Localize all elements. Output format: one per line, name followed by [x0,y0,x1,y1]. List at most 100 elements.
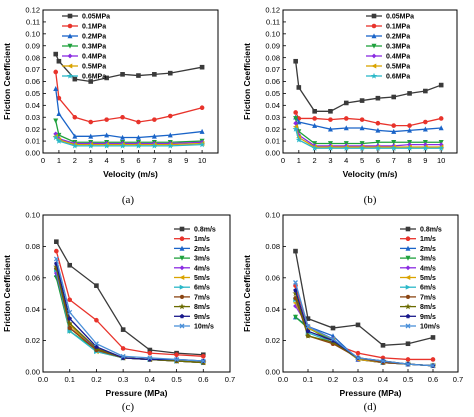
series-0.1MPa [53,69,205,125]
data-point [199,105,205,111]
legend-marker [371,53,377,59]
data-point [67,316,72,321]
series-line [295,116,442,133]
legend-item: 1m/s [400,236,436,243]
x-tick-label: 0.2 [328,375,338,384]
x-tick-label: 0 [281,156,285,165]
data-point [358,144,366,151]
legend-item: 9m/s [400,314,436,321]
y-axis-title: Friction Ceefficient [242,43,252,120]
x-tick-label: 0.4 [145,375,155,384]
data-point [152,117,157,122]
data-point [88,79,94,84]
series-line [295,118,442,145]
legend-marker [179,294,185,299]
legend-marker [67,53,73,59]
data-point [72,76,78,82]
data-point [391,128,397,134]
series-0.1MPa [293,110,444,128]
data-point [375,95,381,101]
x-tick-label: 0.4 [378,375,388,384]
data-point [120,327,126,332]
x-axis-title: Velocity (m/s) [343,169,398,179]
data-point [200,358,206,364]
data-point [295,136,302,143]
data-point [312,116,317,121]
legend-label: 7m/s [194,294,210,301]
y-axis-title: Friction Ceefficient [2,43,12,120]
data-point [55,137,63,144]
data-point [93,341,99,347]
data-point [355,355,361,361]
series-line [55,135,203,146]
legend-marker [405,313,411,319]
x-tick-label: 0.7 [453,375,463,384]
data-point [120,114,125,120]
y-tick-label: 0.02 [25,336,40,345]
legend-item: 0.2MPa [366,33,410,41]
series-line [55,88,203,139]
x-tick-label: 0.1 [64,375,74,384]
data-point [152,72,157,77]
series-10m/s [53,256,206,364]
legend-label: 4m/s [420,265,436,272]
x-axis-title: Pressure (MPa) [340,388,402,398]
legend-item: 6m/s [400,285,436,292]
legend-label: 0.8m/s [420,227,442,234]
legend-item: 2m/s [400,245,436,253]
x-tick-label: 10 [437,156,445,165]
data-point [430,357,436,362]
legend-label: 0.5MPa [386,64,410,71]
legend-item: 0.4MPa [62,54,106,61]
y-tick-label: 0.10 [25,211,40,220]
y-axis-title: Friction Ceefficient [2,255,12,332]
legend-item: 0.6MPa [62,72,106,81]
legend-label: 0.5MPa [82,64,106,71]
x-tick-label: 0.2 [91,375,101,384]
y-tick-label: 0.02 [265,125,280,134]
data-point [328,117,333,122]
legend-item: 0.1MPa [366,24,410,31]
x-tick-label: 0.3 [118,375,128,384]
data-point [375,139,381,145]
y-tick-label: 0.11 [266,18,280,27]
x-tick-label: 8 [168,156,172,165]
chart-panel-a: 0 1 2 3 4 5 6 7 8 9 10 0.00 0.01 0.02 0.03 0.04 0.05 0.06… [2,6,219,206]
data-point [405,357,411,362]
x-axis-title: Pressure (MPa) [106,388,168,398]
y-tick-label: 0.08 [25,242,40,251]
panel-caption: (a) [122,194,135,206]
x-tick-label: 3 [89,156,93,165]
y-tick-label: 0.10 [25,29,40,38]
data-point [120,72,125,77]
series-line [55,137,203,147]
x-tick-label: 5 [120,156,124,165]
data-point [53,85,59,91]
data-point [53,51,59,57]
data-point [53,69,59,75]
series-line [55,120,203,143]
series-line [55,53,203,83]
y-tick-label: 0.05 [25,89,40,98]
legend-marker [405,323,411,329]
data-point [293,110,298,115]
data-point [328,108,333,114]
data-point [292,290,299,297]
legend-item: 0.3MPa [366,44,410,51]
x-tick-label: 9 [184,156,188,165]
series-0.2MPa [293,114,444,134]
y-tick-label: 0.00 [265,149,280,158]
data-point [438,144,445,151]
legend-label: 0.2MPa [82,34,106,41]
legend-marker [67,23,73,29]
y-tick-label: 0.05 [265,89,280,98]
series-0.05MPa [293,58,444,114]
legend-marker [405,245,411,251]
legend-marker [179,255,185,261]
y-tick-label: 0.01 [25,137,40,146]
data-point [343,144,350,151]
series-0.8m/s [293,248,436,348]
data-point [359,98,365,103]
data-point [104,75,109,81]
x-tick-label: 3 [328,156,332,165]
